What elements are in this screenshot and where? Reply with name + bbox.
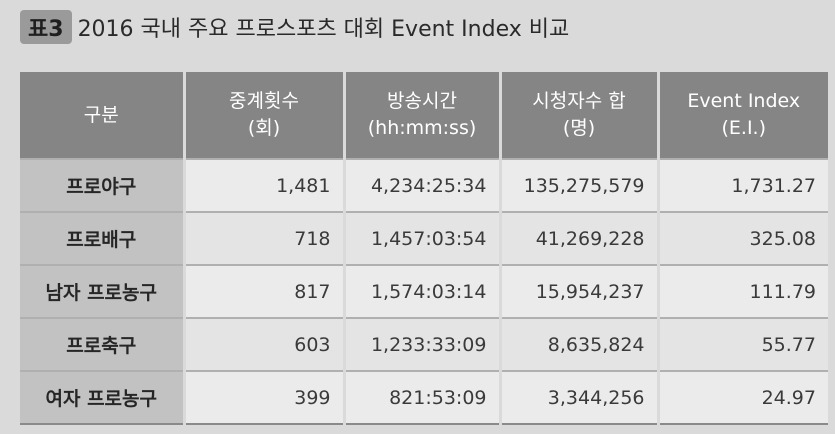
table-row: 남자 프로농구 817 1,574:03:14 15,954,237 111.7… <box>20 264 828 318</box>
category-cell: 프로배구 <box>20 211 184 265</box>
viewers-cell: 15,954,237 <box>498 264 658 318</box>
table-title: 2016 국내 주요 프로스포츠 대회 Event Index 비교 <box>77 17 570 42</box>
table-number-tag: 표3 <box>20 10 72 44</box>
header-broadcasts: 중계횟수 (회) <box>182 72 344 159</box>
viewers-cell: 135,275,579 <box>498 158 658 212</box>
broadcasts-cell: 718 <box>182 211 344 265</box>
event-index-table: 구분 중계횟수 (회) 방송시간 (hh:mm:ss) 시청자수 합 (명) Even… <box>20 72 828 425</box>
airtime-cell: 821:53:09 <box>342 370 500 425</box>
viewers-cell: 3,344,256 <box>498 370 658 425</box>
category-cell: 프로야구 <box>20 158 184 212</box>
table-body: 프로야구 1,481 4,234:25:34 135,275,579 1,731… <box>20 158 828 425</box>
airtime-cell: 1,574:03:14 <box>342 264 500 318</box>
header-row: 구분 중계횟수 (회) 방송시간 (hh:mm:ss) 시청자수 합 (명) Even… <box>20 72 828 159</box>
table-row: 여자 프로농구 399 821:53:09 3,344,256 24.97 <box>20 370 828 425</box>
viewers-cell: 41,269,228 <box>498 211 658 265</box>
broadcasts-cell: 817 <box>182 264 344 318</box>
broadcasts-cell: 1,481 <box>182 158 344 212</box>
category-cell: 남자 프로농구 <box>20 264 184 318</box>
airtime-cell: 1,233:33:09 <box>342 317 500 371</box>
airtime-cell: 4,234:25:34 <box>342 158 500 212</box>
event-index-cell: 325.08 <box>656 211 828 265</box>
table-row: 프로축구 603 1,233:33:09 8,635,824 55.77 <box>20 317 828 371</box>
table-row: 프로야구 1,481 4,234:25:34 135,275,579 1,731… <box>20 158 828 212</box>
table-caption: 표3 2016 국내 주요 프로스포츠 대회 Event Index 비교 <box>20 10 569 44</box>
viewers-cell: 8,635,824 <box>498 317 658 371</box>
event-index-cell: 55.77 <box>656 317 828 371</box>
header-event-index: Event Index (E.I.) <box>656 72 828 159</box>
event-index-cell: 1,731.27 <box>656 158 828 212</box>
table-row: 프로배구 718 1,457:03:54 41,269,228 325.08 <box>20 211 828 265</box>
event-index-cell: 24.97 <box>656 370 828 425</box>
event-index-cell: 111.79 <box>656 264 828 318</box>
table-header: 구분 중계횟수 (회) 방송시간 (hh:mm:ss) 시청자수 합 (명) Even… <box>20 72 828 159</box>
header-category: 구분 <box>20 72 184 159</box>
category-cell: 프로축구 <box>20 317 184 371</box>
header-airtime: 방송시간 (hh:mm:ss) <box>342 72 500 159</box>
broadcasts-cell: 603 <box>182 317 344 371</box>
broadcasts-cell: 399 <box>182 370 344 425</box>
category-cell: 여자 프로농구 <box>20 370 184 425</box>
header-viewers: 시청자수 합 (명) <box>498 72 658 159</box>
airtime-cell: 1,457:03:54 <box>342 211 500 265</box>
